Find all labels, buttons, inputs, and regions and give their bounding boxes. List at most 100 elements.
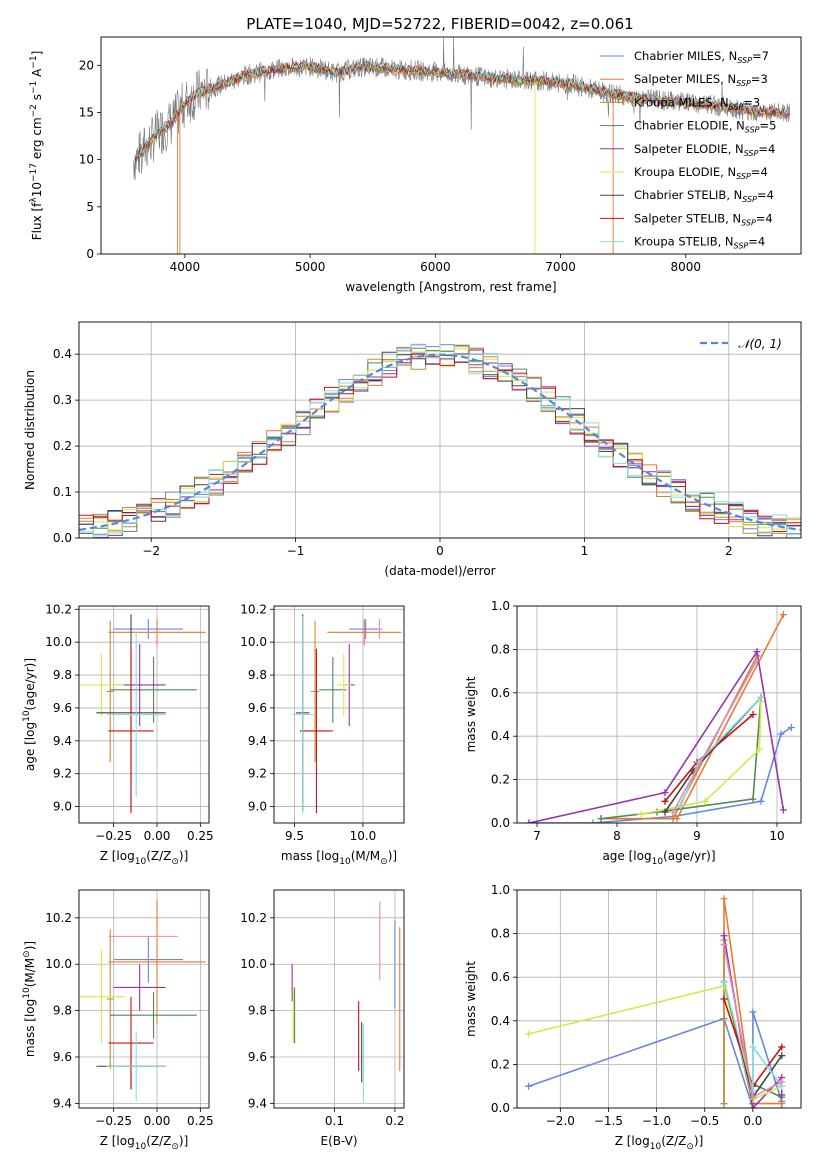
y-tick-label: 0.4 (53, 347, 72, 361)
y-axis-label-part: 10 (22, 710, 32, 722)
y-axis-label: Flux [fλ10−17 erg cm−2 s−1 A−1] (29, 51, 44, 241)
x-axis-label-part: ⊙ (380, 857, 388, 867)
weight-line (600, 697, 762, 820)
y-axis-label-part: 10 (30, 182, 44, 197)
legend-count: 5 (769, 119, 776, 133)
legend-equals: = (748, 235, 758, 249)
weight-point-marker (778, 1100, 786, 1108)
x-tick-label: 10 (769, 829, 784, 843)
legend-count: 4 (765, 211, 772, 225)
legend-count: 4 (758, 235, 765, 249)
weight-point-marker (661, 789, 669, 797)
weight-point-marker (720, 978, 728, 986)
y-tick-label: 0.0 (491, 1101, 510, 1115)
legend-subscript: SSP (737, 56, 752, 65)
weight-point-marker (589, 819, 597, 823)
y-tick-label: 9.2 (248, 767, 267, 781)
y-tick-label: 0.4 (491, 1014, 510, 1028)
x-axis-label-part: )] (179, 849, 188, 863)
y-axis-label-part: A (30, 68, 44, 81)
x-tick-label: −0.25 (95, 1114, 132, 1128)
x-tick-label: 2 (725, 544, 733, 558)
x-axis-label: Z [log10(Z/Z⊙)] (615, 1134, 704, 1152)
x-axis-label-part: Z [log (615, 1134, 650, 1148)
y-axis-label: mass weight (464, 676, 478, 752)
weight-point-marker (525, 1082, 533, 1090)
residual-frame (78, 321, 802, 539)
x-axis-label-part: )] (694, 1134, 703, 1148)
weight-point-marker (778, 1052, 786, 1060)
mass_weight_vs_age-frame (516, 605, 802, 824)
mass_weight_vs_Z-series (525, 895, 786, 1108)
weight-point-marker (720, 932, 728, 940)
weight-point-marker (779, 806, 787, 814)
weight-point-marker (749, 1093, 757, 1101)
weight-point-marker (749, 1008, 757, 1016)
weight-point-marker (778, 1078, 786, 1086)
x-tick-label: 0.0 (743, 1114, 762, 1128)
legend-gaussian-label: 𝒩(0, 1) (738, 337, 782, 351)
y-tick-label: 0.0 (53, 531, 72, 545)
weight-point-marker (787, 724, 795, 732)
y-axis-label-part: s (30, 94, 44, 104)
x-axis-label: age [log10(age/yr)] (602, 849, 715, 867)
y-tick-label: 9.0 (53, 800, 72, 814)
y-tick-label: 9.4 (53, 734, 72, 748)
weight-point-marker (720, 995, 728, 1003)
legend-entry: Salpeter STELIB, NSSP=4 (634, 211, 773, 227)
y-tick-label: 10.0 (45, 635, 72, 649)
legend-count: 4 (767, 188, 774, 202)
y-tick-label: 0.8 (491, 927, 510, 941)
x-tick-label: 4000 (170, 260, 201, 274)
x-tick-label: 0 (436, 544, 444, 558)
mass_vs_ebv-frame (273, 889, 405, 1109)
legend-subscript: SSP (734, 242, 749, 251)
spectrum-axes: 4000 5000 6000 7000 8000 0 5 10 15 20 wavelength [… (29, 51, 701, 294)
x-axis-label-part: (Z/Z (146, 849, 171, 863)
y-axis-label-part: erg cm (30, 117, 44, 163)
x-tick-label: 9.5 (285, 829, 304, 843)
legend-entry: Kroupa STELIB, NSSP=4 (634, 235, 765, 251)
age_vs_mass-frame (273, 605, 405, 824)
mass_vs_Z-axes: −0.25 0.00 0.259.49.69.810.010.2Z [log10(Z… (22, 890, 214, 1152)
age_vs_mass-points (291, 614, 402, 814)
x-tick-label: 0.00 (144, 1114, 171, 1128)
y-axis-label-part: −1 (29, 55, 39, 68)
spectrum-model-line (134, 61, 790, 162)
legend-name: Salpeter STELIB, N (634, 211, 741, 225)
y-axis-label-part: 10 (22, 987, 32, 999)
histogram-steps (79, 343, 801, 538)
y-axis-label-part: (M/M (23, 958, 37, 987)
legend-equals: = (751, 72, 761, 86)
y-axis-label: mass [log10(M/M⊙)] (22, 941, 37, 1057)
x-tick-label: 0.1 (325, 1114, 344, 1128)
legend-entry: Chabrier MILES, NSSP=7 (634, 49, 769, 65)
weight-point-marker (637, 810, 645, 818)
legend-entry: Kroupa MILES, NSSP=3 (634, 95, 760, 111)
x-axis-label-part: age [log (602, 849, 651, 863)
x-tick-label: −2.0 (546, 1114, 575, 1128)
x-tick-label: −0.25 (95, 829, 132, 843)
legend-subscript: SSP (744, 149, 759, 158)
y-tick-label: 9.6 (53, 701, 72, 715)
y-axis-label-part: age [log (23, 722, 37, 771)
y-tick-label: 0.1 (53, 485, 72, 499)
legend-subscript: SSP (736, 79, 751, 88)
weight-point-marker (753, 648, 761, 656)
weight-point-marker (669, 808, 677, 816)
y-tick-label: 0.0 (491, 816, 510, 830)
x-axis-label-part: 10 (135, 857, 147, 867)
legend-entry: Salpeter MILES, NSSP=3 (634, 72, 768, 88)
legend-equals: = (760, 119, 770, 133)
x-axis-label: mass [log10(M/M⊙)] (281, 849, 397, 867)
x-axis-label-part: Z [log (100, 849, 135, 863)
x-tick-label: 0.00 (144, 829, 171, 843)
y-axis-label-part: (age/yr)] (23, 658, 37, 710)
weight-line (723, 981, 783, 1091)
x-tick-label: 10.0 (350, 829, 377, 843)
x-axis-label: wavelength [Angstrom, rest frame] (345, 280, 556, 294)
weight-point-marker (777, 730, 785, 738)
y-tick-label: 15 (79, 105, 94, 119)
